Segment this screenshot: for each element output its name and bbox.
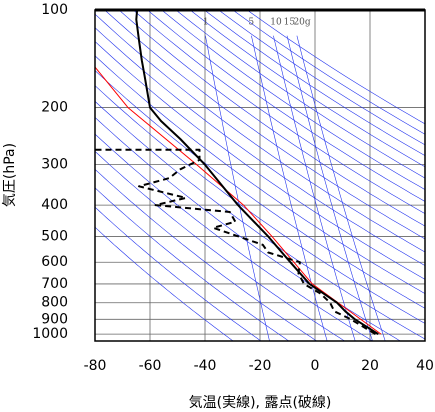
mixing-ratio-label: 15 (284, 18, 296, 28)
mixing-ratio-line (296, 35, 386, 341)
dry-adiabat (95, 168, 317, 341)
y-tick-label: 1000 (32, 326, 68, 342)
dry-adiabat (118, 10, 425, 227)
y-tick-label: 200 (41, 100, 68, 116)
y-tick-label: 100 (41, 2, 68, 18)
dry-adiabat (161, 10, 425, 190)
mixing-ratio-line (251, 35, 328, 341)
y-tick-label: 400 (41, 197, 68, 213)
dry-adiabat (218, 10, 425, 146)
mixing-ratio-line (273, 35, 356, 341)
dry-adiabat (95, 226, 234, 341)
y-tick-label: 600 (41, 254, 68, 270)
x-tick-label: -40 (194, 358, 217, 374)
mixing-ratio-label: 1 (203, 18, 209, 28)
dry-adiabat (95, 100, 425, 340)
mixing-ratio-line (286, 35, 373, 341)
x-tick-label: -80 (84, 358, 107, 374)
x-tick-label: 20 (361, 358, 379, 374)
profile-line (135, 10, 379, 335)
mixing-ratio-label: 20g (293, 18, 310, 28)
x-tick-label: 0 (311, 358, 320, 374)
dry-adiabat (189, 10, 425, 168)
mixing-ratio-label: 5 (248, 18, 254, 28)
x-tick-label: -60 (139, 358, 162, 374)
dry-adiabat (95, 13, 425, 253)
dry-adiabat (95, 150, 345, 341)
dry-adiabat (95, 27, 425, 266)
dry-adiabat (147, 10, 425, 202)
profile-line (95, 66, 382, 335)
y-tick-label: 700 (41, 276, 68, 292)
plot-area (95, 10, 425, 341)
dry-adiabat (95, 187, 290, 341)
y-tick-label: 300 (41, 157, 68, 173)
dry-adiabat (104, 10, 425, 240)
dry-adiabat (95, 55, 425, 294)
profile-line (95, 148, 377, 335)
dry-adiabat (95, 206, 262, 341)
x-axis-label: 気温(実線), 露点(破線) (189, 395, 332, 411)
dry-adiabat (232, 10, 425, 135)
y-tick-label: 500 (41, 229, 68, 245)
dry-adiabat (95, 116, 401, 341)
mixing-ratio-line (205, 35, 270, 341)
y-tick-label: 800 (41, 295, 68, 311)
dry-adiabat (95, 41, 425, 280)
y-tick-label: 900 (41, 311, 68, 327)
dry-adiabat (175, 10, 425, 179)
dry-adiabat (133, 10, 425, 214)
dry-adiabat (95, 70, 425, 309)
mixing-ratio-label: 10 (270, 18, 282, 28)
y-axis-label: 気圧(hPa) (2, 143, 18, 207)
x-tick-label: -20 (249, 358, 272, 374)
dry-adiabat (95, 85, 425, 324)
dry-adiabat (95, 133, 373, 341)
x-tick-label: 40 (416, 358, 434, 374)
dry-adiabat (204, 10, 425, 156)
profiles (95, 10, 382, 335)
